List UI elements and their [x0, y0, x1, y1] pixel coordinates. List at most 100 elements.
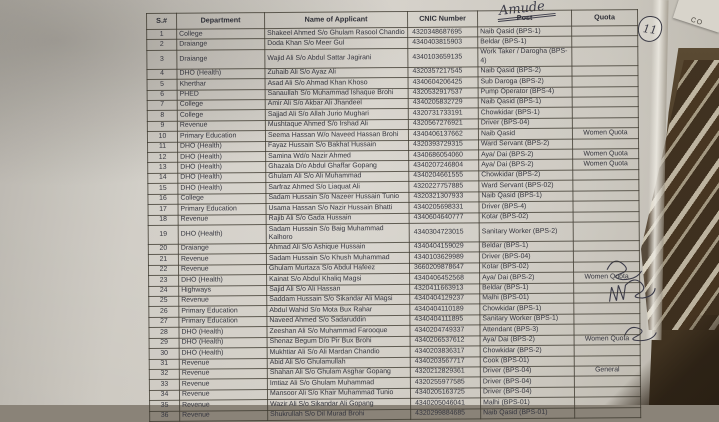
- cnic-cell: 4320393729315: [408, 139, 479, 151]
- serial-cell: 13: [147, 162, 178, 174]
- department-cell: DHO (Health): [177, 162, 266, 174]
- serial-cell: 4: [146, 68, 178, 80]
- serial-cell: 10: [147, 131, 178, 143]
- quota-cell: [572, 169, 639, 181]
- quota-cell: [572, 107, 639, 118]
- post-cell: Sanitary Worker (BPS-2): [479, 222, 574, 242]
- department-cell: Draiange: [176, 49, 265, 69]
- serial-cell: 19: [148, 225, 179, 245]
- cnic-cell: 4320348687695: [407, 26, 478, 38]
- quota-cell: [572, 117, 639, 129]
- quota-cell: [573, 240, 640, 252]
- cnic-cell: 4320357217545: [407, 66, 479, 78]
- column-header: CNIC Number: [407, 10, 478, 28]
- quota-cell: [573, 261, 640, 273]
- post-cell: Malhi (BPS-01): [479, 293, 574, 305]
- cnic-cell: 4340204661555: [408, 170, 479, 182]
- post-cell: Aya/ Dai (BPS-2): [479, 272, 574, 284]
- quota-cell: Women Quota: [572, 159, 639, 171]
- department-cell: Draiange: [178, 243, 267, 255]
- post-cell: Aya/ Dai (BPS-2): [478, 149, 573, 161]
- department-cell: Revenue: [179, 368, 268, 380]
- applicant-name-cell: Wajid Ali S/o Abdul Sattar Jagirani: [264, 48, 408, 69]
- serial-cell: 17: [148, 204, 179, 216]
- serial-cell: 33: [149, 379, 180, 391]
- quota-cell: [572, 138, 639, 150]
- applicant-name-cell: Sadam Hussain S/o Baig Muhammad Kalhoro: [266, 223, 410, 244]
- post-cell: Malhi (BPS-01): [480, 397, 575, 409]
- department-cell: Kherthar: [177, 78, 266, 90]
- column-header: S.#: [146, 13, 177, 30]
- department-cell: PHED: [177, 89, 266, 101]
- serial-cell: 18: [148, 214, 179, 226]
- cnic-cell: 4340403815903: [407, 37, 478, 49]
- department-cell: DHO (Health): [176, 68, 266, 80]
- post-cell: Beldar (BPS-1): [477, 36, 572, 48]
- quota-cell: [574, 355, 641, 367]
- cnic-cell: 4320299884685: [410, 408, 481, 420]
- post-cell: Naib Qasid (BPS-1): [478, 97, 573, 109]
- post-cell: Naib Qasid (BPS-1): [477, 26, 572, 38]
- cnic-cell: 4340204749337: [409, 325, 481, 337]
- cnic-cell: 4340404111895: [409, 314, 480, 326]
- quota-cell: [571, 46, 638, 66]
- signature-scribble: [606, 260, 657, 342]
- department-cell: Revenue: [178, 295, 267, 307]
- department-cell: DHO (Health): [178, 274, 267, 286]
- serial-cell: 24: [148, 285, 179, 297]
- post-cell: Chowkidar (BPS-2): [478, 170, 573, 182]
- serial-cell: 6: [147, 89, 178, 101]
- cnic-cell: 4340604206425: [408, 77, 479, 88]
- post-cell: Kotar (BPS-02): [479, 211, 574, 223]
- post-cell: Aya/ Dai (BPS-2): [480, 334, 575, 346]
- quota-cell: [573, 323, 641, 335]
- corner-shadow: [599, 315, 719, 405]
- quota-cell: Women Quota: [574, 334, 641, 346]
- quota-cell: Women Quota: [572, 148, 639, 160]
- department-cell: DHO (Health): [178, 326, 268, 338]
- department-cell: DHO (Health): [177, 182, 266, 195]
- department-cell: College: [177, 109, 266, 122]
- serial-cell: 2: [146, 39, 177, 51]
- cnic-cell: 4340205832729: [408, 97, 479, 109]
- post-cell: Naib Qasid (BPS-01): [480, 407, 575, 419]
- serial-cell: 29: [149, 337, 180, 349]
- post-cell: Attendant (BPS-3): [479, 324, 575, 336]
- quota-cell: Women Quota: [573, 271, 640, 283]
- quota-cell: [572, 200, 640, 212]
- serial-cell: 21: [148, 254, 179, 266]
- serial-cell: 34: [149, 390, 180, 401]
- column-header: Quota: [571, 9, 638, 27]
- post-cell: Ward Servant (BPS-02): [478, 180, 573, 192]
- cnic-cell: 4340404129237: [409, 293, 480, 305]
- post-cell: Naib Qasid (BPS-1): [478, 190, 573, 203]
- quota-cell: [574, 396, 641, 408]
- serial-cell: 5: [147, 79, 178, 91]
- post-cell: Cook (BPS-01): [480, 355, 575, 367]
- post-cell: Driver (BPS-04): [479, 251, 574, 263]
- cnic-cell: 4340203836317: [410, 345, 481, 357]
- post-cell: Kotar (BPS-02): [479, 261, 574, 274]
- department-cell: DHO (Health): [179, 337, 268, 349]
- applicants-table: S.# Department Name of Applicant CNIC Numbe…: [146, 9, 641, 422]
- quota-cell: General: [574, 365, 641, 377]
- post-cell: Work Taker / Darogha (BPS-4): [477, 47, 572, 67]
- cnic-cell: 4320567276921: [408, 118, 479, 130]
- cnic-cell: 4320321307933: [408, 191, 479, 203]
- cnic-cell: 4340207246804: [408, 160, 479, 172]
- cnic-cell: 4340205163725: [410, 387, 481, 399]
- serial-cell: 22: [148, 264, 179, 276]
- cnic-cell: 4320731733191: [408, 108, 479, 120]
- post-cell: Pump Operator (BPS-4): [478, 86, 573, 98]
- department-cell: Draiange: [176, 38, 265, 51]
- cnic-cell: 4340205698331: [408, 202, 480, 214]
- quota-cell: [573, 221, 640, 242]
- department-cell: DHO (Health): [177, 141, 266, 153]
- serial-cell: 9: [147, 121, 178, 132]
- quota-cell: [574, 344, 641, 356]
- quota-cell: [571, 25, 638, 37]
- serial-cell: 30: [149, 348, 180, 359]
- department-cell: DHO (Health): [177, 172, 266, 184]
- column-header: Post: [477, 10, 572, 27]
- post-cell: Beldar (BPS-1): [479, 282, 574, 294]
